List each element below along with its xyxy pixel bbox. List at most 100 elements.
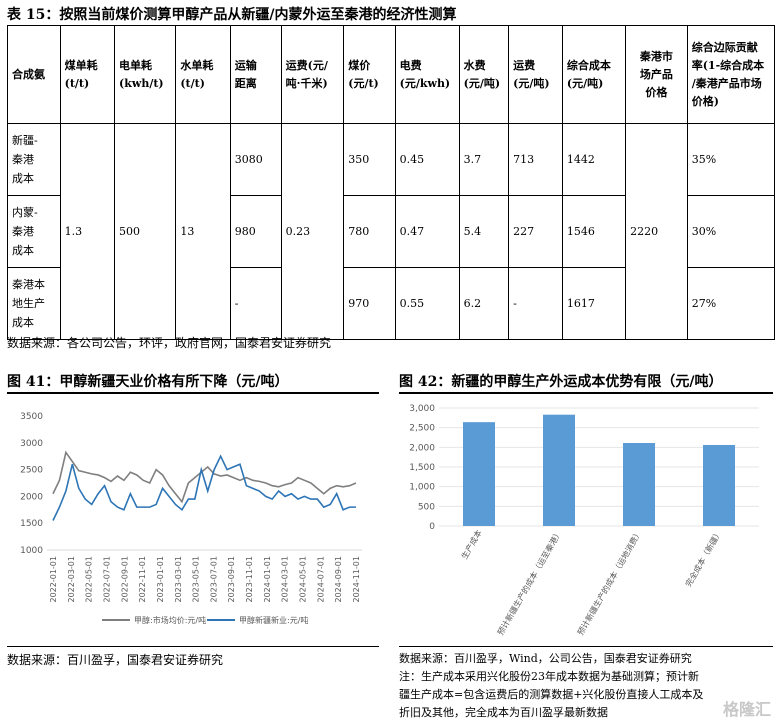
- table-cell: 0.55: [394, 267, 460, 340]
- table-cell: 780: [343, 195, 396, 268]
- table-cell: 0.47: [394, 195, 460, 268]
- fig41-source: 数据来源：百川盈孚，国泰君安证券研究: [7, 653, 224, 667]
- column-header: 合成氨: [7, 25, 61, 124]
- x-tick-label: 2023-09-01: [227, 556, 236, 603]
- table-cell: 970: [343, 267, 396, 340]
- table-cell: 13: [175, 123, 231, 340]
- y-tick-label: 2000: [20, 492, 43, 502]
- x-tick-label: 2023-01-01: [156, 556, 165, 603]
- x-tick-label: 完全成本（新疆）: [683, 528, 724, 588]
- table-row: 内蒙- 秦港 成本 980 780 0.47 5.4 227 1546 30%: [7, 195, 776, 268]
- y-tick-label: 3,000: [409, 404, 435, 414]
- y-tick-label: 0: [429, 522, 435, 532]
- series-line: [52, 450, 357, 504]
- x-tick-label: 2024-11-01: [352, 556, 361, 603]
- fig42-bottom-rule: [399, 646, 773, 647]
- series-line: [52, 454, 356, 521]
- x-tick-label: 生产成本: [459, 528, 484, 561]
- x-tick-label: 2024-05-01: [299, 556, 308, 603]
- column-header: 电单耗 (kwh/t): [114, 25, 177, 124]
- table-cell: 30%: [686, 195, 776, 268]
- y-tick-label: 2,000: [409, 443, 435, 453]
- bar: [463, 422, 495, 526]
- fig42-title-rule: [399, 392, 773, 394]
- x-tick-label: 2022-09-01: [120, 556, 129, 603]
- bar: [543, 414, 575, 526]
- column-header: 运费(元/吨·千米): [280, 25, 345, 124]
- table-cell: 1.3: [59, 123, 116, 340]
- legend-label: 甲醇:市场均价:元/吨: [134, 615, 206, 625]
- table-cell: 秦港本 地生产 成本: [7, 267, 61, 340]
- fig42-note-line: 折旧及其他，完全成本为百川盈孚最新数据: [399, 706, 608, 719]
- x-tick-label: 预计新疆生产的成本（运地消费）: [575, 528, 644, 637]
- y-tick-label: 1,000: [409, 483, 435, 493]
- table-cell: 500: [114, 123, 177, 340]
- fig42-note-line: 注：生产成本采用兴化股份23年成本数据为基础测算；预计新: [399, 670, 699, 683]
- x-tick-label: 2023-05-01: [192, 556, 201, 603]
- table-cell: -: [229, 267, 282, 340]
- table-cell: 35%: [686, 123, 776, 196]
- column-header: 秦港市 场产品 价格: [625, 25, 688, 124]
- x-tick-label: 2023-03-01: [174, 556, 183, 603]
- x-tick-label: 预计新疆生产的成本（运至秦港）: [495, 528, 564, 637]
- y-tick-label: 3000: [20, 439, 43, 449]
- column-header: 综合边际贡献 率(1-综合成本/秦港产品市场 价格): [686, 25, 776, 124]
- x-tick-label: 2022-03-01: [67, 556, 76, 603]
- table-source: 数据来源：各公司公告，环评，政府官网，国泰君安证券研究: [7, 336, 332, 350]
- table-cell: 0.45: [394, 123, 460, 196]
- x-tick-label: 2022-01-01: [49, 556, 58, 603]
- table-cell: 350: [343, 123, 396, 196]
- table-title: 表 15：按照当前煤价测算甲醇产品从新疆/内蒙外运至秦港的经济性测算: [7, 7, 457, 23]
- table-cell: 3080: [229, 123, 282, 196]
- y-tick-label: 1,500: [409, 463, 435, 473]
- bar: [623, 443, 655, 526]
- column-header: 运输 距离: [229, 25, 282, 124]
- watermark-logo: 格隆汇: [722, 700, 771, 719]
- column-header: 煤价 (元/t): [343, 25, 396, 124]
- y-tick-label: 500: [418, 502, 435, 512]
- table-cell: 1442: [561, 123, 627, 196]
- table-cell: -: [508, 267, 563, 340]
- table-cell: 新疆- 秦港 成本: [7, 123, 61, 196]
- table-cell: 内蒙- 秦港 成本: [7, 195, 61, 268]
- table-cell: 713: [508, 123, 563, 196]
- column-header: 电费 (元/kwh): [394, 25, 460, 124]
- column-header: 水单耗 (t/t): [175, 25, 231, 124]
- fig42-source: 数据来源：百川盈孚，Wind，公司公告，国泰君安证券研究 注：生产成本采用兴化股…: [399, 650, 703, 722]
- y-tick-label: 2500: [20, 466, 43, 476]
- y-tick-label: 2,500: [409, 424, 435, 434]
- x-tick-label: 2022-07-01: [102, 556, 111, 603]
- table-cell: 227: [508, 195, 563, 268]
- table-cell: 3.7: [458, 123, 510, 196]
- fig41-bottom-rule: [7, 646, 379, 647]
- x-tick-label: 2022-05-01: [85, 556, 94, 603]
- x-tick-label: 2024-03-01: [281, 556, 290, 603]
- table-cell: 6.2: [458, 267, 510, 340]
- fig41-line-chart: 1000 1500 2000 2500 3000 3500 2022-01-01 2022-0…: [20, 412, 362, 625]
- y-tick-label: 1000: [20, 546, 43, 556]
- table-row: 新疆- 秦港 成本 1.3 500 13 3080 0.23 350 0.45 3.7 713 1442…: [7, 123, 776, 340]
- y-tick-label: 3500: [20, 412, 43, 422]
- fig42-note-line: 疆生产成本=包含运费后的测算数据+兴化股份直接人工成本及: [399, 688, 704, 701]
- table-cell: 2220: [625, 123, 688, 340]
- column-header: 综合成本 (元/吨): [561, 25, 627, 124]
- x-tick-label: 2023-07-01: [209, 556, 218, 603]
- x-tick-label: 2022-11-01: [138, 556, 147, 603]
- fig41-title-rule: [7, 392, 379, 394]
- x-tick-label: 2024-07-01: [316, 556, 325, 603]
- table-header-row: 合成氨 煤单耗 (t/t) 电单耗 (kwh/t) 水单耗 (t/t) 运输 距离 运费(元/吨·…: [7, 25, 776, 124]
- table-cell: 980: [229, 195, 282, 268]
- table-cell: 5.4: [458, 195, 510, 268]
- table-cell: 0.23: [280, 123, 345, 340]
- fig42-source-line: 数据来源：百川盈孚，Wind，公司公告，国泰君安证券研究: [399, 652, 692, 665]
- legend-label: 甲醇新疆新业:元/吨: [239, 615, 308, 625]
- x-tick-label: 2024-01-01: [263, 556, 272, 603]
- table-cell: 27%: [686, 267, 776, 340]
- x-tick-label: 2024-09-01: [334, 556, 343, 603]
- column-header: 运费 (元/吨): [508, 25, 563, 124]
- y-tick-label: 1500: [20, 519, 43, 529]
- bar: [703, 444, 735, 526]
- table-cell: 1617: [561, 267, 627, 340]
- x-tick-label: 2023-11-01: [245, 556, 254, 603]
